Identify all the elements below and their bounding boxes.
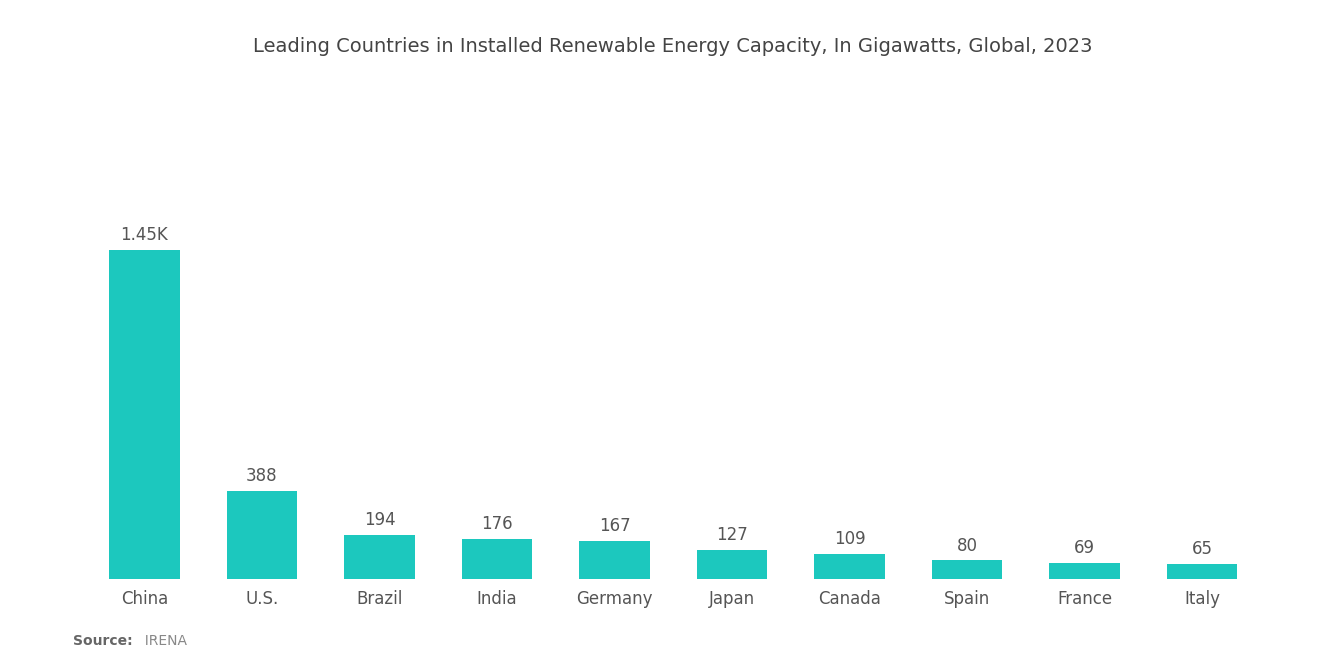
Bar xyxy=(110,250,180,579)
Bar xyxy=(1049,563,1119,579)
Text: 1.45K: 1.45K xyxy=(120,226,169,244)
Text: 65: 65 xyxy=(1192,540,1213,558)
Text: 80: 80 xyxy=(957,537,977,555)
Text: 69: 69 xyxy=(1074,539,1096,557)
Bar xyxy=(345,535,414,579)
Bar xyxy=(1167,564,1237,579)
Bar xyxy=(462,539,532,579)
Title: Leading Countries in Installed Renewable Energy Capacity, In Gigawatts, Global, : Leading Countries in Installed Renewable… xyxy=(253,37,1093,56)
Bar xyxy=(579,541,649,579)
Text: 127: 127 xyxy=(715,526,748,544)
Text: 167: 167 xyxy=(599,517,630,535)
Text: 194: 194 xyxy=(363,511,395,529)
Text: 109: 109 xyxy=(834,530,866,548)
Text: IRENA: IRENA xyxy=(136,634,187,648)
Text: Source:: Source: xyxy=(73,634,132,648)
Bar xyxy=(814,554,884,579)
Text: 176: 176 xyxy=(480,515,512,533)
Bar xyxy=(932,561,1002,579)
Bar xyxy=(227,491,297,579)
Bar xyxy=(697,550,767,579)
Text: 388: 388 xyxy=(246,467,277,485)
